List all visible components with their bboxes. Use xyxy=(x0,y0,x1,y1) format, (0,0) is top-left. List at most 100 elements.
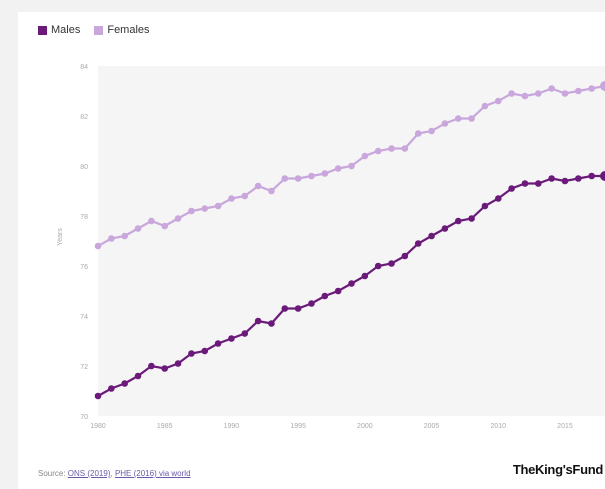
data-point-females xyxy=(294,175,302,182)
data-point-females xyxy=(428,127,435,135)
data-point-males xyxy=(600,171,605,181)
data-point-males xyxy=(134,372,142,380)
y-tick-label: 82 xyxy=(80,114,88,121)
data-point-males xyxy=(294,305,302,312)
data-point-males xyxy=(241,330,249,337)
data-point-males xyxy=(228,335,235,342)
data-point-males xyxy=(148,362,155,370)
legend-swatch-females xyxy=(94,25,104,35)
data-point-females xyxy=(468,115,475,122)
data-point-females xyxy=(521,92,529,100)
data-point-males xyxy=(254,317,262,325)
data-point-males xyxy=(575,175,582,182)
data-point-males xyxy=(401,252,409,260)
data-point-females xyxy=(254,182,262,190)
data-point-females xyxy=(148,217,155,225)
data-point-females xyxy=(108,235,115,242)
y-tick-label: 74 xyxy=(80,314,88,321)
data-point-males xyxy=(481,202,489,210)
data-point-males xyxy=(161,365,169,372)
source-link-phe[interactable]: PHE (2016) via world xyxy=(114,469,191,478)
y-tick-label: 70 xyxy=(80,414,88,421)
data-point-females xyxy=(134,225,142,232)
source-note: Source: ONS (2019), PHE (2016) via world xyxy=(38,469,191,478)
x-tick-label: 1980 xyxy=(90,423,106,430)
data-point-males xyxy=(521,180,529,187)
x-tick-label: 1995 xyxy=(290,423,306,430)
data-point-females xyxy=(600,81,605,91)
data-point-males xyxy=(508,185,515,192)
data-point-males xyxy=(281,305,289,312)
legend-label-males: Males xyxy=(51,24,81,36)
plot-area xyxy=(98,66,605,416)
data-point-females xyxy=(334,165,342,172)
legend-label-females: Females xyxy=(107,24,150,36)
data-point-males xyxy=(348,280,355,287)
data-point-females xyxy=(308,172,315,180)
data-point-females xyxy=(321,170,329,177)
data-point-females xyxy=(201,205,209,212)
data-point-males xyxy=(174,360,182,367)
x-tick-label: 1985 xyxy=(157,423,173,430)
data-point-females xyxy=(374,147,382,155)
data-point-females xyxy=(494,97,502,105)
data-point-males xyxy=(388,260,395,267)
chart-legend: Males Females xyxy=(38,24,150,36)
x-tick-label: 2015 xyxy=(557,423,573,430)
data-point-females xyxy=(388,145,395,152)
data-point-females xyxy=(548,85,555,92)
data-point-females xyxy=(214,202,222,210)
data-point-females xyxy=(534,90,542,97)
data-point-males xyxy=(441,225,449,232)
data-point-females xyxy=(281,175,289,182)
data-point-females xyxy=(241,192,249,200)
data-point-females xyxy=(228,195,235,202)
data-point-females xyxy=(94,242,102,250)
data-point-males xyxy=(588,172,595,180)
data-point-females xyxy=(174,215,182,222)
data-point-females xyxy=(508,90,515,97)
y-tick-label: 80 xyxy=(80,164,88,171)
data-point-females xyxy=(161,222,169,230)
data-point-males xyxy=(268,320,275,327)
data-point-males xyxy=(454,217,462,225)
legend-item-males[interactable]: Males xyxy=(38,24,80,36)
data-point-females xyxy=(414,130,422,137)
data-point-females xyxy=(481,102,489,110)
data-point-males xyxy=(561,177,569,185)
x-tick-label: 2000 xyxy=(357,423,373,430)
data-point-females xyxy=(188,207,195,215)
data-point-females xyxy=(401,145,409,152)
data-point-females xyxy=(361,152,369,160)
data-point-males xyxy=(188,350,195,357)
data-point-males xyxy=(108,385,115,392)
source-separator: , xyxy=(110,469,115,478)
x-tick-label: 1990 xyxy=(224,423,240,430)
data-point-females xyxy=(441,120,449,127)
legend-item-females[interactable]: Females xyxy=(94,24,150,36)
data-point-males xyxy=(308,300,315,307)
y-tick-label: 84 xyxy=(80,64,88,71)
data-point-males xyxy=(361,272,369,280)
data-point-females xyxy=(588,85,595,92)
data-point-females xyxy=(121,232,128,240)
kings-fund-logo: TheKing'sFund xyxy=(512,462,603,477)
data-point-females xyxy=(348,162,355,170)
y-axis-label: Years xyxy=(57,228,64,246)
x-tick-label: 2010 xyxy=(490,423,506,430)
data-point-males xyxy=(468,215,475,222)
data-point-males xyxy=(321,292,329,300)
data-point-males xyxy=(201,347,209,355)
y-tick-label: 76 xyxy=(80,264,88,271)
y-tick-label: 78 xyxy=(80,214,88,221)
life-expectancy-chart: 70 72 74 76 78 80 82 84 1980 1985 1990 1995 2000 2005… xyxy=(57,64,605,430)
legend-swatch-males xyxy=(38,25,47,35)
data-point-males xyxy=(548,175,555,182)
data-point-males xyxy=(334,287,342,295)
source-prefix: Source: xyxy=(38,469,68,478)
data-point-males xyxy=(121,380,128,387)
data-point-females xyxy=(454,115,462,122)
data-point-females xyxy=(561,90,569,97)
source-link-ons[interactable]: ONS (2019) xyxy=(67,469,111,478)
data-point-females xyxy=(575,87,582,95)
